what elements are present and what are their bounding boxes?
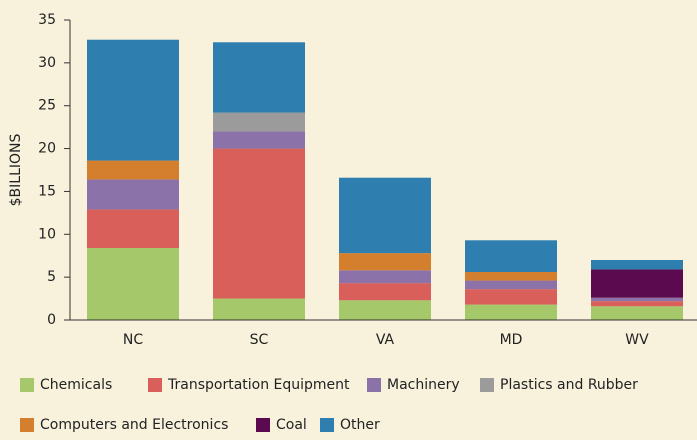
bar-segment [87, 179, 179, 210]
bar-segment [339, 283, 431, 301]
y-tick-label: 35 [38, 12, 56, 28]
bar-segment [339, 177, 431, 254]
bar-segment [87, 248, 179, 320]
legend-swatch [20, 378, 34, 392]
legend-swatch [20, 418, 34, 432]
legend-swatch [320, 418, 334, 432]
bar-segment [213, 148, 305, 299]
legend-label: Machinery [387, 377, 460, 393]
legend-label: Plastics and Rubber [500, 377, 638, 393]
legend-label: Chemicals [40, 377, 112, 393]
legend-label: Computers and Electronics [40, 417, 228, 433]
x-tick-label: MD [500, 332, 523, 348]
bar-segment [339, 270, 431, 284]
y-tick-label: 20 [38, 141, 56, 157]
bar-segment [339, 253, 431, 271]
x-tick-label: SC [250, 332, 269, 348]
legend-swatch [480, 378, 494, 392]
bar-segment [339, 300, 431, 320]
x-tick-label: NC [123, 332, 143, 348]
bar-segment [465, 240, 557, 272]
bar-segment [87, 160, 179, 180]
y-tick-label: 25 [38, 98, 56, 114]
bar-segment [213, 112, 305, 132]
bar-segment [591, 306, 683, 320]
x-tick-label: VA [376, 332, 395, 348]
bar-segment [591, 269, 683, 298]
bar-segment [87, 209, 179, 248]
legend-swatch [367, 378, 381, 392]
bar-segment [87, 39, 179, 161]
y-axis-label: $BILLIONS [8, 134, 24, 207]
bar-segment [591, 301, 683, 307]
legend-label: Transportation Equipment [167, 377, 350, 393]
bar-segment [213, 298, 305, 320]
bar-segment [213, 131, 305, 149]
bar-segment [465, 272, 557, 281]
bar-segment [591, 297, 683, 302]
y-tick-label: 0 [47, 312, 56, 328]
bar-segment [591, 260, 683, 270]
bar-segment [465, 280, 557, 290]
bar-segment [465, 289, 557, 305]
y-tick-label: 5 [47, 269, 56, 285]
x-tick-label: WV [625, 332, 649, 348]
y-tick-label: 10 [38, 226, 56, 242]
legend-swatch [256, 418, 270, 432]
y-tick-label: 15 [38, 183, 56, 199]
bar-segment [465, 304, 557, 320]
y-tick-label: 30 [38, 55, 56, 71]
legend-swatch [148, 378, 162, 392]
legend-label: Coal [276, 417, 307, 433]
legend-label: Other [340, 417, 380, 433]
bar-segment [213, 42, 305, 113]
